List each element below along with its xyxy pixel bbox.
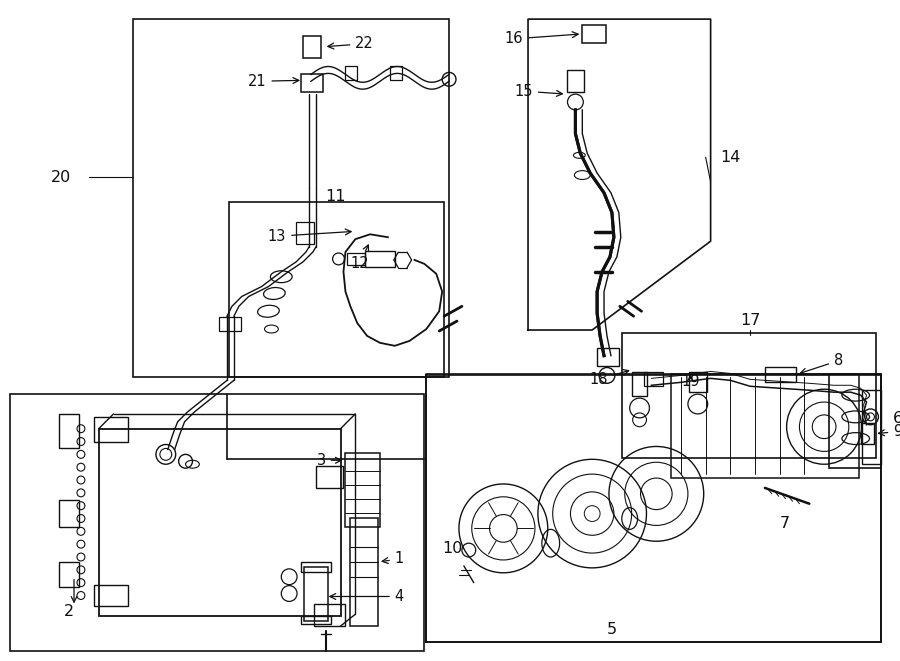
Bar <box>59 562 79 586</box>
Text: 21: 21 <box>248 74 299 89</box>
Bar <box>632 372 647 396</box>
Bar <box>316 466 344 488</box>
Bar <box>861 390 881 464</box>
Bar <box>346 67 357 80</box>
Bar <box>296 223 314 244</box>
Text: 12: 12 <box>350 245 369 271</box>
Bar <box>304 567 328 621</box>
Bar <box>59 414 79 448</box>
Bar <box>671 374 859 478</box>
Text: 7: 7 <box>779 516 789 531</box>
Text: 17: 17 <box>740 313 760 328</box>
Bar <box>94 417 129 442</box>
Bar <box>346 453 380 527</box>
Text: 15: 15 <box>515 84 562 98</box>
Bar <box>350 518 378 626</box>
Text: 18: 18 <box>590 369 628 387</box>
Text: 10: 10 <box>442 541 463 556</box>
Bar <box>566 71 584 92</box>
Bar <box>765 366 796 382</box>
Text: 19: 19 <box>681 374 699 389</box>
Text: 11: 11 <box>325 189 346 204</box>
Bar <box>301 616 330 624</box>
Bar <box>597 348 619 366</box>
Bar <box>644 372 663 386</box>
Bar <box>688 372 706 392</box>
Bar <box>390 67 401 80</box>
Text: 20: 20 <box>51 169 71 184</box>
Bar <box>10 394 425 651</box>
Bar <box>582 25 606 43</box>
Text: 5: 5 <box>607 621 617 637</box>
Text: 9: 9 <box>878 424 900 439</box>
Text: 8: 8 <box>800 353 843 374</box>
Bar <box>133 19 449 377</box>
Bar <box>365 251 395 267</box>
Text: 14: 14 <box>721 150 741 165</box>
Bar <box>314 604 346 626</box>
Bar <box>622 333 877 458</box>
Text: 13: 13 <box>268 229 351 244</box>
Bar <box>829 374 881 468</box>
Text: 22: 22 <box>328 36 374 52</box>
Text: 6: 6 <box>893 411 900 426</box>
Text: 4: 4 <box>330 589 404 604</box>
Bar <box>301 562 330 572</box>
Bar <box>59 500 79 527</box>
Bar <box>99 429 340 616</box>
Text: 1: 1 <box>382 551 404 566</box>
Bar <box>219 317 241 331</box>
Bar <box>303 36 320 58</box>
Text: 16: 16 <box>505 31 578 46</box>
Bar <box>860 423 875 444</box>
Bar <box>347 253 365 265</box>
Bar <box>94 584 129 606</box>
Bar <box>301 75 323 92</box>
Bar <box>229 202 444 377</box>
Text: 2: 2 <box>64 603 74 619</box>
Text: 3: 3 <box>317 453 341 468</box>
